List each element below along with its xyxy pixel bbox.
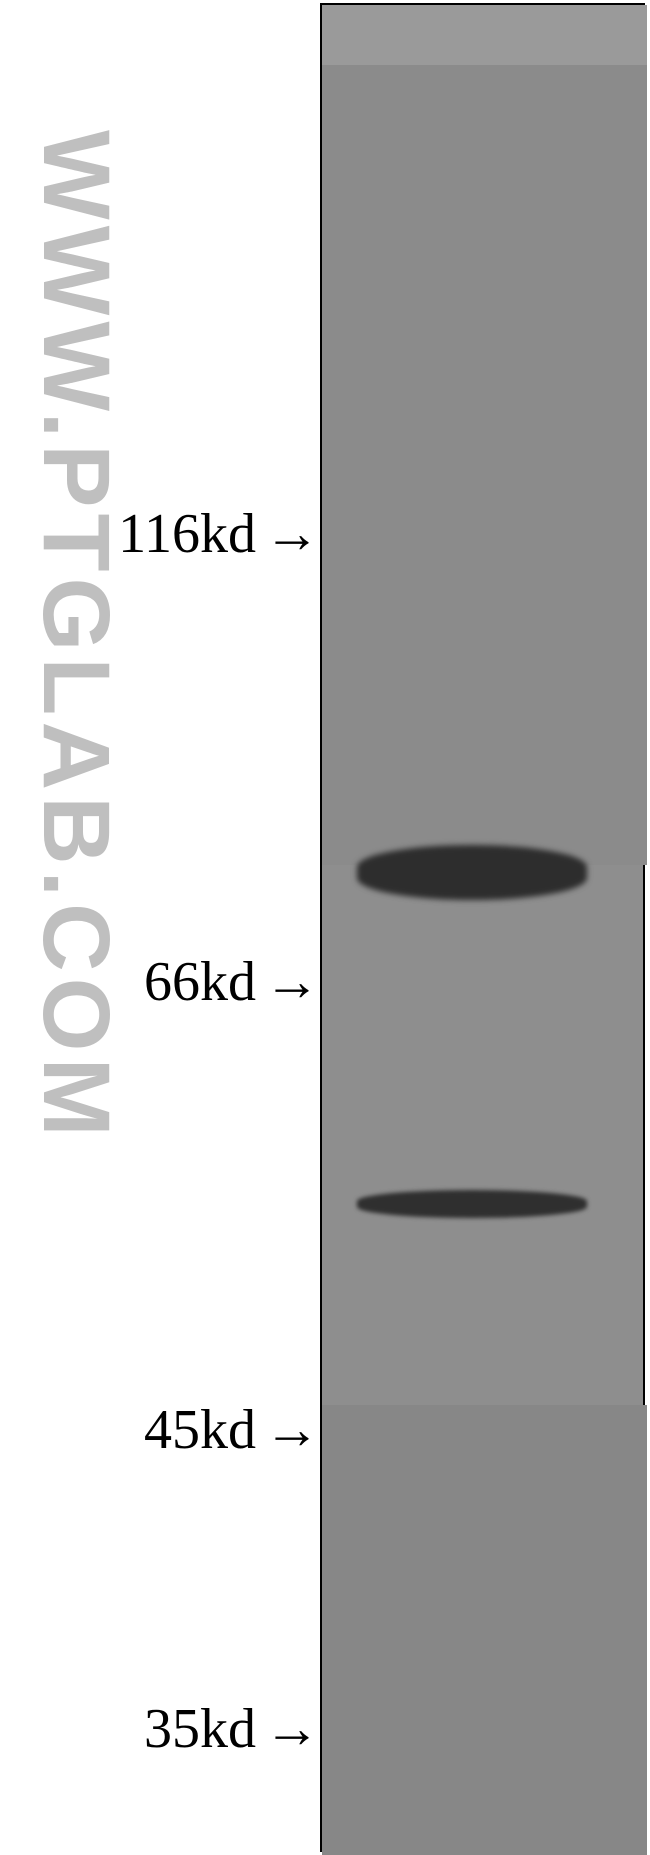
- lane-shading: [322, 65, 647, 865]
- marker-text: 66kd: [144, 950, 256, 1014]
- blot-band: [357, 845, 587, 900]
- marker-label: 45kd→: [10, 1398, 320, 1462]
- arrow-icon: →: [264, 502, 320, 566]
- marker-text: 116kd: [118, 502, 256, 566]
- arrow-icon: →: [264, 1697, 320, 1761]
- marker-label: 35kd→: [10, 1697, 320, 1761]
- lane-shading: [322, 1405, 647, 1855]
- marker-text: 45kd: [144, 1398, 256, 1462]
- lane-shading: [322, 5, 647, 65]
- blot-band: [357, 1190, 587, 1218]
- arrow-icon: →: [264, 1398, 320, 1462]
- arrow-icon: →: [264, 950, 320, 1014]
- blot-lane: [320, 3, 645, 1852]
- blot-container: WWW.PTG​LAB.COM 116kd→66kd→45kd→35kd→: [0, 0, 650, 1855]
- marker-text: 35kd: [144, 1697, 256, 1761]
- marker-label: 66kd→: [10, 950, 320, 1014]
- marker-label: 116kd→: [10, 502, 320, 566]
